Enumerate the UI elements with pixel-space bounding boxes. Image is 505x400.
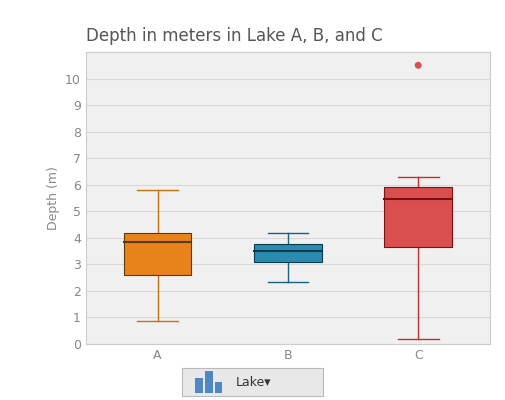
Text: Depth in meters in Lake A, B, and C: Depth in meters in Lake A, B, and C [86,27,382,45]
Point [414,62,422,68]
Y-axis label: Depth (m): Depth (m) [46,166,60,230]
Bar [195,378,203,393]
Text: Lake▾: Lake▾ [235,376,271,388]
Bar [254,244,322,262]
Bar [205,371,213,393]
Bar [124,232,191,275]
Bar [215,382,222,393]
Bar [384,187,452,247]
